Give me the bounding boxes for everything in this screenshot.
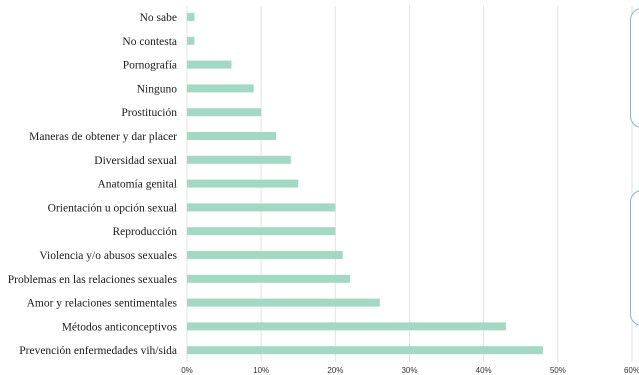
x-tick-labels: 0% 10% 20% 30% 40% 50% 60%	[181, 366, 639, 375]
x-tick-label: 20%	[327, 366, 343, 375]
x-tick-label: 30%	[401, 366, 417, 375]
bar	[187, 251, 343, 259]
x-tick-label: 0%	[181, 366, 193, 375]
category-label: Reproducción	[112, 226, 177, 238]
category-label: No contesta	[122, 36, 177, 48]
category-label: Anatomía genital	[97, 179, 177, 191]
category-label: Diversidad sexual	[94, 155, 177, 167]
bar	[187, 179, 299, 188]
side-panel-top	[630, 8, 639, 128]
category-label: Pornografía	[123, 60, 177, 72]
bar	[187, 322, 506, 331]
category-label: Maneras de obtener y dar placer	[29, 131, 177, 143]
bar	[187, 13, 195, 21]
category-labels: No sabe No contesta Pornografía Ninguno Pros…	[8, 12, 178, 357]
category-label: Ninguno	[137, 83, 178, 95]
bar	[187, 60, 232, 69]
bar	[187, 108, 262, 117]
x-tick-label: 40%	[476, 366, 492, 375]
category-label: Violencia y/o abusos sexuales	[39, 250, 177, 262]
bar	[187, 36, 195, 45]
x-tick-label: 50%	[550, 366, 566, 375]
side-panel-bottom	[630, 190, 639, 326]
bar	[187, 155, 291, 164]
bar	[187, 274, 351, 283]
category-label: Orientación u opción sexual	[48, 202, 177, 214]
category-label: Problemas en las relaciones sexuales	[8, 274, 178, 286]
bar	[187, 298, 380, 307]
category-label: Prostitución	[121, 107, 177, 119]
category-label: No sabe	[140, 12, 177, 24]
bar	[187, 132, 276, 140]
bar	[187, 346, 543, 355]
x-tick-label: 60%	[624, 366, 639, 375]
x-tick-label: 10%	[253, 366, 269, 375]
bar	[187, 203, 336, 212]
category-label: Métodos anticonceptivos	[62, 321, 178, 333]
bars	[187, 13, 543, 355]
bar	[187, 84, 254, 93]
category-label: Prevención enfermedades vih/sida	[19, 345, 177, 357]
category-label: Amor y relaciones sentimentales	[27, 298, 178, 310]
bar	[187, 227, 336, 236]
